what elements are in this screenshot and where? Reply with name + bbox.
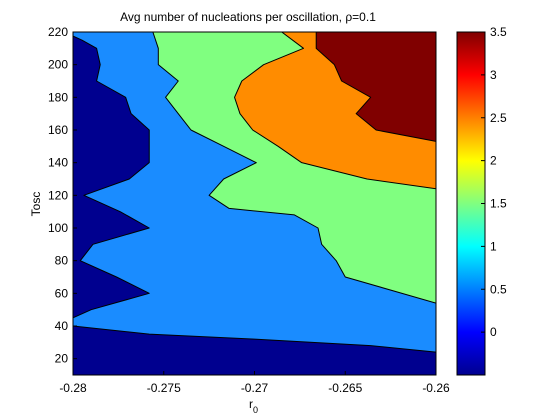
colorbar-tick-label: 2.5 [490, 111, 507, 125]
y-tick-label: 200 [48, 58, 68, 72]
x-tick-label: -0.28 [59, 381, 87, 395]
y-tick-label: 220 [48, 25, 68, 39]
colorbar-ticks: 0 0.5 1 1.5 2 2.5 3 3.5 [481, 25, 507, 339]
x-axis-label-subscript: 0 [253, 405, 258, 415]
colorbar-tick-label: 1.5 [490, 197, 507, 211]
x-axis-ticks: -0.28 -0.275 -0.27 -0.265 -0.26 [59, 371, 450, 395]
y-tick-label: 120 [48, 188, 68, 202]
colorbar-tick-label: 0.5 [490, 282, 507, 296]
y-tick-label: 20 [55, 352, 69, 366]
x-tick-label: -0.265 [328, 381, 362, 395]
contour-region-3-5 [315, 32, 436, 142]
y-axis-ticks: 20 40 60 80 100 120 140 160 180 200 220 [48, 25, 77, 366]
x-tick-label: -0.26 [422, 381, 450, 395]
colorbar-tick-label: 1 [490, 239, 497, 253]
y-tick-label: 160 [48, 123, 68, 137]
y-tick-label: 60 [55, 286, 69, 300]
plot-title: Avg number of nucleations per oscillatio… [120, 10, 376, 24]
x-axis-title: r0 [249, 397, 258, 415]
contour-regions [73, 32, 436, 375]
y-tick-label: 180 [48, 90, 68, 104]
x-axis-label: r [249, 397, 253, 411]
y-tick-label: 140 [48, 156, 68, 170]
y-tick-label: 40 [55, 319, 69, 333]
y-tick-label: 80 [55, 254, 69, 268]
colorbar [456, 31, 486, 376]
y-axis-title: Tosc [29, 192, 43, 217]
colorbar-tick-label: 3 [490, 68, 497, 82]
svg-text:r0: r0 [249, 397, 258, 415]
y-tick-label: 100 [48, 221, 68, 235]
colorbar-tick-label: 2 [490, 154, 497, 168]
x-tick-label: -0.27 [241, 381, 269, 395]
colorbar-tick-label: 3.5 [490, 25, 507, 39]
colorbar-tick-label: 0 [490, 325, 497, 339]
x-tick-label: -0.275 [147, 381, 181, 395]
